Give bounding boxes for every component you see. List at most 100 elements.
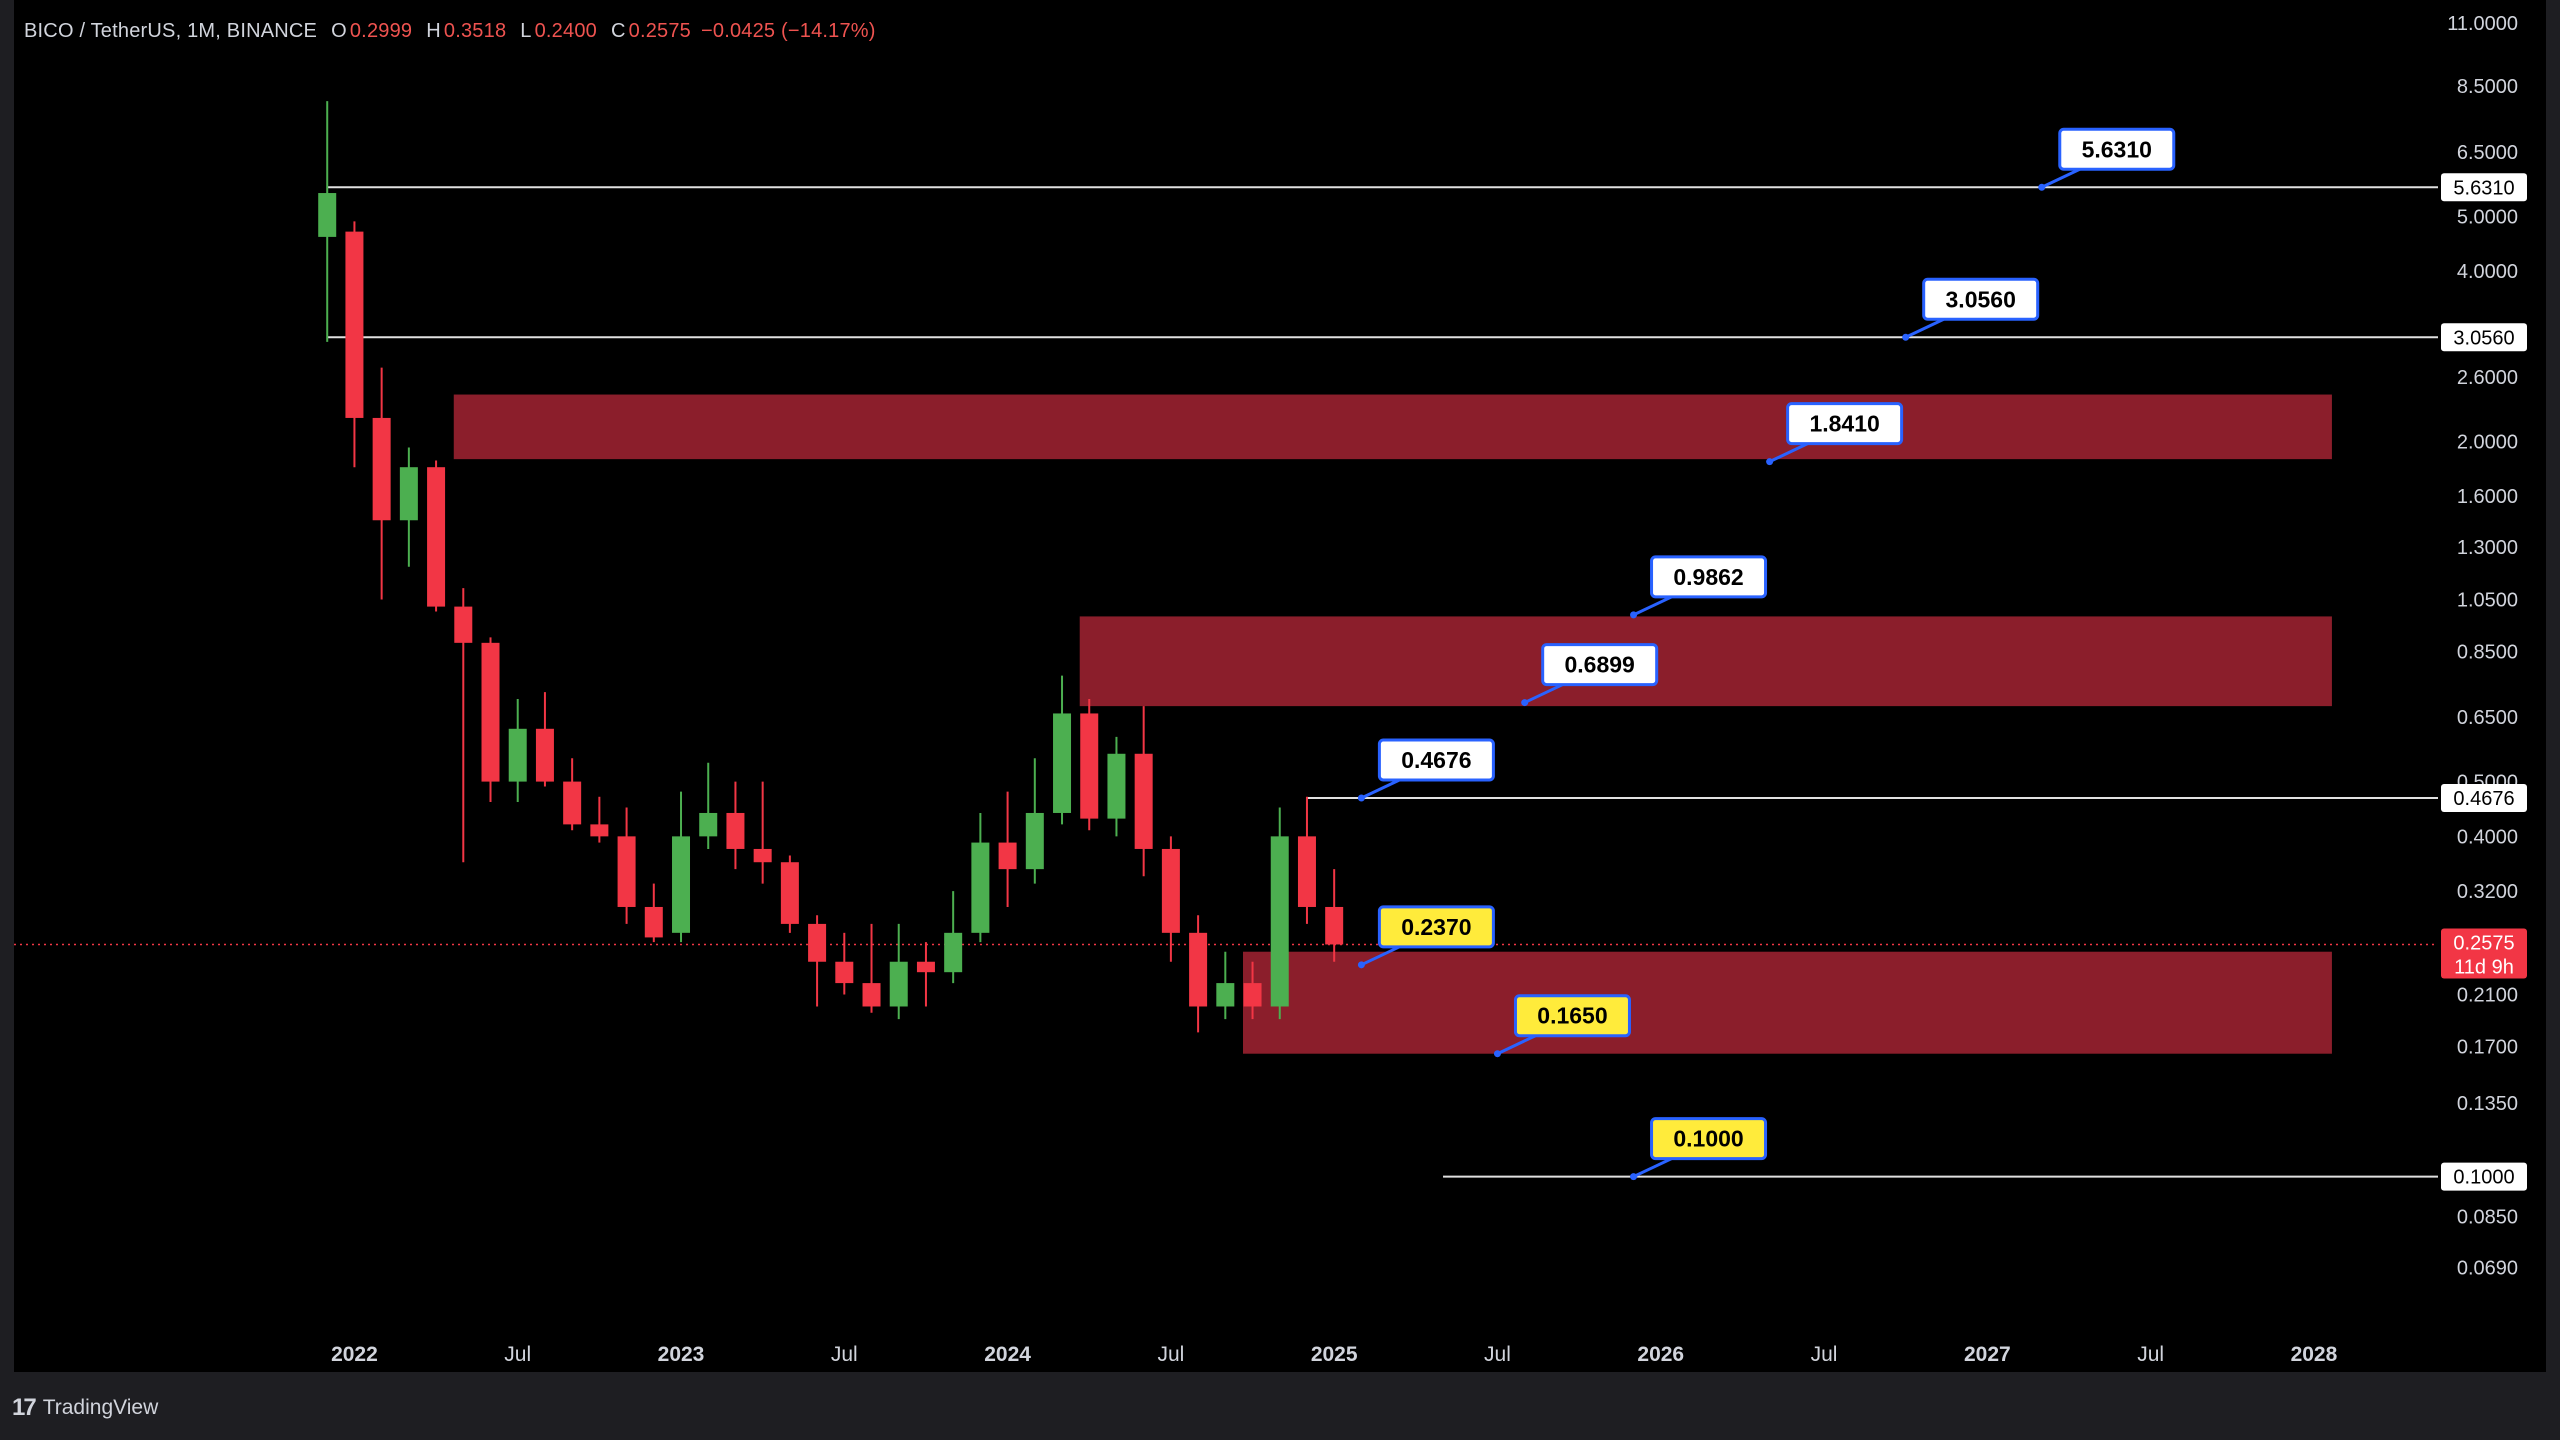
candle-body-27 [1053, 713, 1072, 813]
candle-body-0 [318, 193, 337, 237]
candle-body-2 [372, 417, 391, 521]
candle-body-13 [672, 836, 691, 933]
price-tag-bg-2 [2441, 784, 2527, 813]
callout-label-8: 0.1000 [1673, 1126, 1743, 1152]
candle-body-11 [617, 836, 636, 907]
callout-box-3 [1650, 555, 1768, 599]
y-tick-label-5: 2.6000 [2457, 367, 2518, 389]
candle-body-8 [535, 728, 554, 782]
open-value: 0.2999 [349, 19, 413, 42]
y-tick-label-13: 0.4000 [2457, 826, 2518, 848]
candle-body-28 [1080, 713, 1099, 819]
y-tick-label-19: 0.0690 [2457, 1258, 2518, 1280]
callout-box-6 [1377, 905, 1495, 949]
brand-name: TradingView [42, 1396, 159, 1419]
price-tag-bg-1 [2441, 323, 2527, 352]
callout-anchor-8 [1630, 1173, 1638, 1181]
x-tick-label-2: 2023 [658, 1343, 705, 1366]
time-axis [14, 1306, 2438, 1372]
price-axis [2438, 0, 2546, 1372]
callout-box-4 [1541, 643, 1659, 687]
callout-pointer-7 [1496, 1034, 1537, 1056]
callout-pointer-6 [1360, 945, 1401, 967]
price-tag-0: 5.6310 [2453, 177, 2514, 199]
callout-pointer-1 [1905, 317, 1945, 339]
candle-body-26 [1025, 812, 1044, 870]
candle-body-37 [1325, 906, 1344, 945]
x-tick-label-12: 2028 [2291, 1343, 2338, 1366]
change-value: −0.0425 (−14.17%) [701, 19, 876, 42]
candle-body-25 [998, 842, 1017, 870]
callout-label-6: 0.2370 [1401, 914, 1471, 940]
symbol-header: BICO / TetherUS, 1M, BINANCE O 0.2999 H 0.… [24, 16, 876, 46]
close-value: 0.2575 [628, 19, 691, 42]
candle-body-30 [1134, 753, 1153, 849]
callout-label-1: 3.0560 [1946, 286, 2016, 312]
y-tick-label-6: 2.0000 [2457, 431, 2518, 453]
callout-box-5 [1377, 738, 1495, 782]
callout-pointer-4 [1524, 683, 1564, 704]
candle-body-9 [563, 781, 582, 825]
y-tick-label-11: 0.6500 [2457, 707, 2518, 729]
y-tick-label-1: 8.5000 [2457, 76, 2518, 98]
x-tick-label-8: 2026 [1637, 1343, 1684, 1366]
candle-body-33 [1216, 983, 1235, 1007]
candle-body-31 [1161, 848, 1180, 933]
callout-pointer-3 [1632, 595, 1673, 617]
candle-body-16 [753, 848, 772, 863]
callout-label-0: 5.6310 [2082, 136, 2152, 162]
y-tick-label-2: 6.5000 [2457, 142, 2518, 164]
candle-body-7 [508, 728, 527, 782]
callout-anchor-3 [1630, 611, 1638, 619]
candle-body-21 [889, 961, 908, 1007]
current-price-tag: 0.2575 [2453, 932, 2514, 954]
candle-body-12 [644, 906, 663, 938]
high-value: 0.3518 [443, 19, 507, 42]
candle-body-14 [699, 812, 718, 837]
current-price-tag-bg [2441, 928, 2527, 979]
candle-body-4 [427, 467, 446, 607]
candle-body-5 [454, 606, 473, 643]
x-tick-label-10: 2027 [1964, 1343, 2011, 1366]
countdown-tag: 11d 9h [2454, 956, 2514, 978]
callout-box-0 [2058, 127, 2176, 171]
callout-pointer-2 [1768, 442, 1809, 464]
y-tick-label-9: 1.0500 [2457, 589, 2518, 611]
symbol-title[interactable]: BICO / TetherUS, 1M, BINANCE [24, 19, 318, 42]
y-tick-label-17: 0.1350 [2457, 1093, 2518, 1115]
candle-body-24 [971, 842, 990, 933]
y-tick-label-14: 0.3200 [2457, 881, 2518, 903]
price-tag-bg-3 [2441, 1162, 2527, 1191]
candle-body-18 [808, 923, 827, 962]
x-tick-label-7: Jul [1484, 1343, 1511, 1366]
callout-anchor-7 [1493, 1050, 1501, 1058]
tradingview-brand[interactable]: 17 TradingView [12, 1390, 158, 1426]
y-tick-label-8: 1.3000 [2457, 537, 2518, 559]
x-tick-label-1: Jul [504, 1343, 531, 1366]
x-tick-label-9: Jul [1811, 1343, 1838, 1366]
candle-body-22 [916, 961, 935, 973]
callout-label-4: 0.6899 [1565, 652, 1635, 678]
callout-label-3: 0.9862 [1673, 564, 1743, 590]
candle-body-23 [944, 932, 963, 973]
price-tag-1: 3.0560 [2453, 327, 2514, 349]
resistance-zone-2 [1243, 951, 2332, 1054]
y-tick-label-7: 1.6000 [2457, 486, 2518, 508]
y-tick-label-4: 4.0000 [2457, 261, 2518, 283]
y-tick-label-3: 5.0000 [2457, 206, 2518, 228]
price-tag-3: 0.1000 [2453, 1167, 2514, 1189]
callout-anchor-2 [1766, 458, 1774, 466]
callout-box-8 [1650, 1117, 1768, 1161]
candle-body-29 [1107, 753, 1126, 819]
resistance-zone-0 [453, 394, 2332, 460]
x-tick-label-6: 2025 [1311, 1343, 1358, 1366]
x-tick-label-0: 2022 [331, 1343, 378, 1366]
callout-label-5: 0.4676 [1401, 747, 1471, 773]
callout-pointer-8 [1632, 1157, 1673, 1178]
callout-anchor-5 [1357, 794, 1365, 802]
callout-anchor-4 [1521, 699, 1529, 707]
callout-box-7 [1513, 994, 1631, 1038]
y-tick-label-18: 0.0850 [2457, 1207, 2518, 1229]
